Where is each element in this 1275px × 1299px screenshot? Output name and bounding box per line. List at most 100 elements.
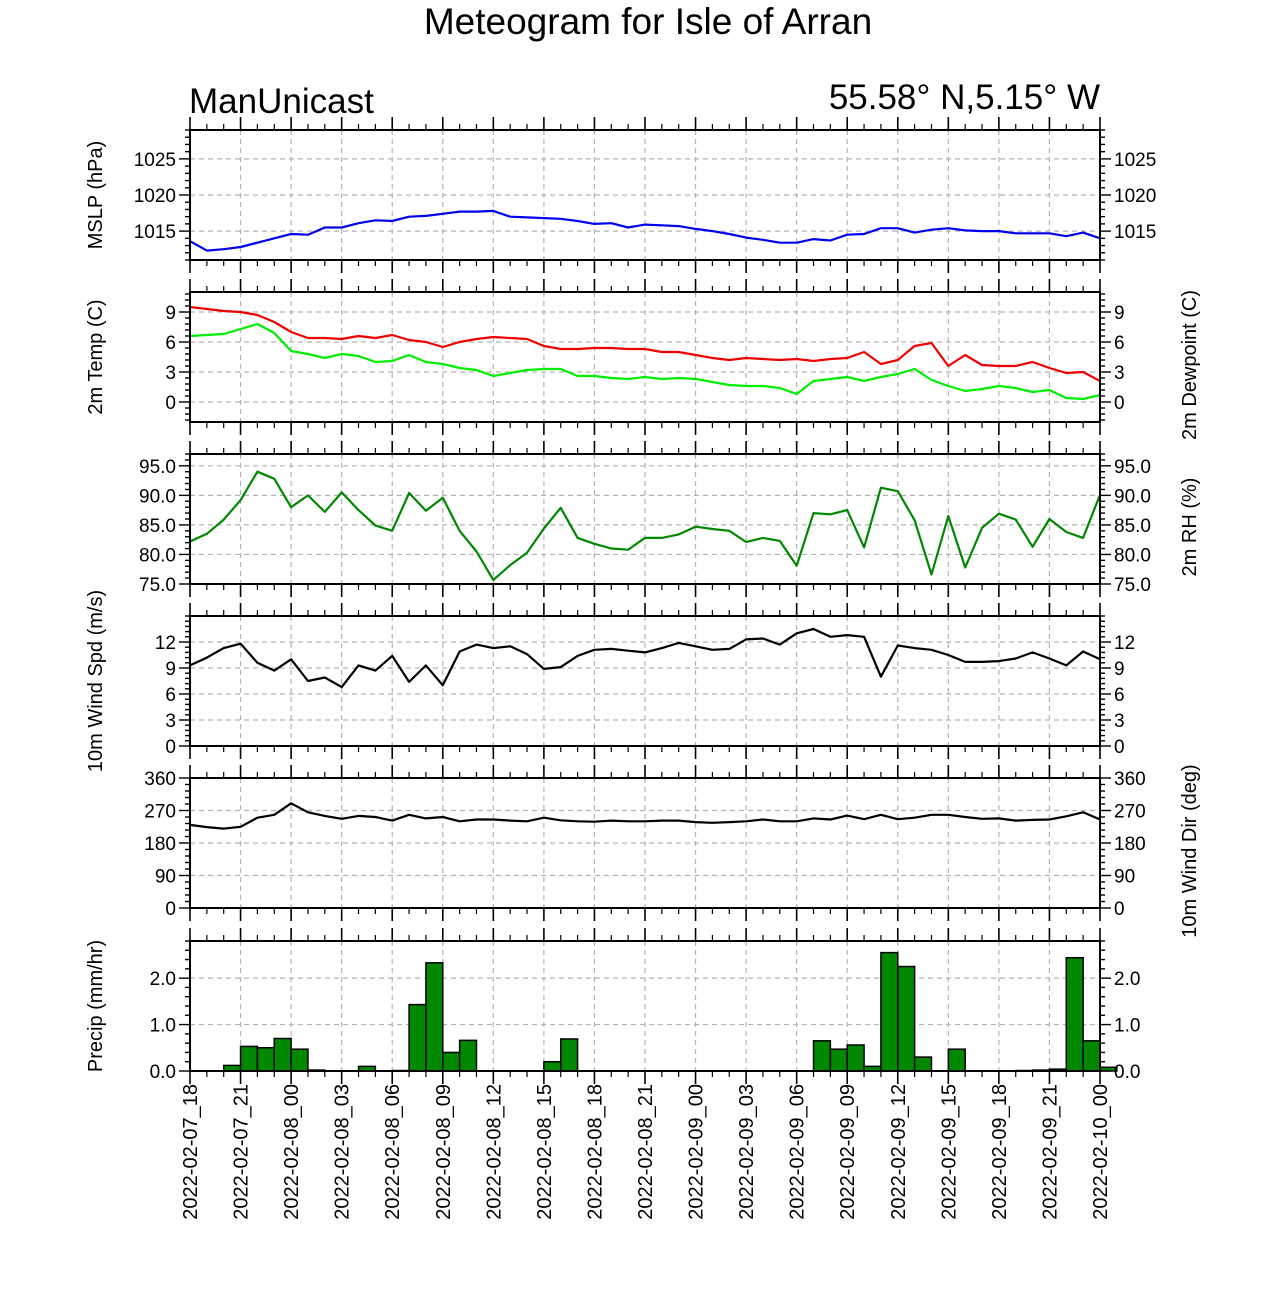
y-tick-label-right: 0 bbox=[1114, 737, 1125, 758]
y-tick-label-left: 270 bbox=[144, 802, 176, 823]
time-axis-labels: 2022-02-07_18 2022-02-07_21 2022-02-08_00 2… bbox=[180, 1084, 1112, 1220]
y-tick-label-right: 3 bbox=[1114, 711, 1125, 732]
y-tick-label-left: 3 bbox=[165, 711, 176, 732]
wind-direction-panel: 0 0 90 90 180 180 270 270 360 360 10m Wind Dir (de… bbox=[144, 764, 1201, 937]
y-axis-title-left: 10m Wind Spd (m/s) bbox=[85, 590, 107, 772]
x-tick-label: 2022-02-07_18 bbox=[180, 1084, 202, 1220]
x-tick-label: 2022-02-08_21 bbox=[635, 1084, 657, 1220]
y-axis-title-right: 2m RH (%) bbox=[1179, 478, 1201, 577]
y-tick-label-right: 12 bbox=[1114, 633, 1135, 654]
chart-title: Meteogram for Isle of Arran bbox=[424, 1, 872, 42]
rh-series bbox=[189, 470, 1102, 582]
y-tick-label-right: 90.0 bbox=[1114, 486, 1151, 507]
x-tick-label: 2022-02-09_09 bbox=[837, 1084, 859, 1220]
precip-panel: 0.0 0.0 1.0 1.0 2.0 2.0 Precip (mm/hr) bbox=[85, 928, 1140, 1084]
precip-bar bbox=[1082, 1040, 1101, 1072]
y-tick-label-left: 85.0 bbox=[139, 516, 176, 537]
y-tick-label-left: 0.0 bbox=[150, 1062, 176, 1083]
x-tick-label: 2022-02-08_06 bbox=[382, 1084, 404, 1220]
y-tick-label-right: 180 bbox=[1114, 834, 1146, 855]
precip-bar bbox=[442, 1051, 461, 1072]
y-tick-label-left: 90 bbox=[155, 867, 176, 888]
precip-bar bbox=[829, 1048, 848, 1072]
precip-bar bbox=[947, 1048, 966, 1072]
precip-bar bbox=[559, 1038, 579, 1072]
y-tick-label-right: 0 bbox=[1114, 393, 1125, 414]
y-tick-label-left: 1015 bbox=[134, 222, 176, 243]
y-axis-title-right: 2m Dewpoint (C) bbox=[1179, 290, 1201, 440]
y-tick-label-left: 95.0 bbox=[139, 457, 176, 478]
y-tick-label-right: 270 bbox=[1114, 802, 1146, 823]
y-tick-label-left: 0 bbox=[165, 737, 176, 758]
y-tick-label-left: 1.0 bbox=[150, 1016, 176, 1037]
y-tick-label-left: 80.0 bbox=[139, 545, 176, 566]
y-tick-label-left: 0 bbox=[165, 899, 176, 920]
x-tick-label: 2022-02-10_00 bbox=[1090, 1084, 1112, 1220]
x-tick-label: 2022-02-09_18 bbox=[989, 1084, 1011, 1220]
y-axis-title-right: 10m Wind Dir (deg) bbox=[1179, 764, 1201, 937]
y-tick-label-right: 75.0 bbox=[1114, 575, 1151, 596]
x-tick-label: 2022-02-07_21 bbox=[231, 1084, 253, 1220]
wind-speed-series bbox=[189, 627, 1101, 689]
y-tick-label-left: 6 bbox=[165, 685, 176, 706]
precip-bar bbox=[846, 1044, 865, 1072]
temperature-series bbox=[189, 305, 1101, 382]
dewpoint-series bbox=[189, 322, 1101, 401]
y-tick-label-right: 6 bbox=[1114, 685, 1125, 706]
y-tick-label-left: 360 bbox=[144, 769, 176, 790]
y-tick-label-left: 0 bbox=[165, 393, 176, 414]
precip-bar bbox=[880, 951, 899, 1072]
precip-bar bbox=[273, 1037, 292, 1072]
y-tick-label-left: 12 bbox=[155, 633, 176, 654]
precip-bar bbox=[812, 1040, 832, 1072]
y-tick-label-left: 3 bbox=[165, 363, 176, 384]
y-tick-label-right: 0 bbox=[1114, 899, 1125, 920]
x-tick-label: 2022-02-09_06 bbox=[787, 1084, 809, 1220]
x-tick-label: 2022-02-09_21 bbox=[1039, 1084, 1061, 1220]
y-tick-label-left: 9 bbox=[165, 659, 176, 680]
model-name-label: ManUnicast bbox=[189, 82, 374, 121]
x-tick-label: 2022-02-09_03 bbox=[736, 1084, 758, 1220]
y-axis-title-left: MSLP (hPa) bbox=[85, 141, 107, 250]
y-tick-label-right: 0.0 bbox=[1114, 1062, 1140, 1083]
x-tick-label: 2022-02-08_15 bbox=[534, 1084, 556, 1220]
precip-bar bbox=[543, 1060, 562, 1072]
y-axis-title-left: 2m Temp (C) bbox=[85, 299, 107, 414]
precip-bar bbox=[256, 1047, 276, 1072]
y-tick-label-right: 90 bbox=[1114, 867, 1135, 888]
y-tick-label-left: 75.0 bbox=[139, 575, 176, 596]
y-tick-label-right: 3 bbox=[1114, 363, 1125, 384]
temp-dewpoint-panel: 0 0 3 3 6 6 9 9 2m Temp (C) 2m Dewpoint (C) bbox=[85, 279, 1201, 440]
y-tick-label-left: 2.0 bbox=[150, 969, 176, 990]
y-tick-label-left: 9 bbox=[165, 303, 176, 324]
panels-group: 1015 1015 1020 1020 1025 1025 MSLP (hPa) 0 0 3 3 6 6… bbox=[85, 117, 1201, 1084]
precip-bar bbox=[913, 1056, 933, 1072]
x-tick-label: 2022-02-08_09 bbox=[433, 1084, 455, 1220]
mslp-series bbox=[189, 209, 1101, 252]
y-axis-title-left: Precip (mm/hr) bbox=[85, 940, 107, 1072]
y-tick-label-left: 90.0 bbox=[139, 486, 176, 507]
precip-bar bbox=[290, 1048, 309, 1072]
x-tick-label: 2022-02-08_12 bbox=[483, 1084, 505, 1220]
y-tick-label-left: 180 bbox=[144, 834, 176, 855]
y-tick-label-right: 80.0 bbox=[1114, 545, 1151, 566]
precip-bar bbox=[408, 1003, 427, 1072]
y-tick-label-left: 1020 bbox=[134, 186, 176, 207]
coordinates-label: 55.58° N,5.15° W bbox=[829, 78, 1100, 117]
y-tick-label-right: 1.0 bbox=[1114, 1016, 1140, 1037]
y-tick-label-right: 95.0 bbox=[1114, 457, 1151, 478]
precip-bar bbox=[458, 1039, 478, 1072]
y-tick-label-right: 1015 bbox=[1114, 222, 1156, 243]
x-tick-label: 2022-02-09_15 bbox=[938, 1084, 960, 1220]
precip-bar bbox=[1065, 956, 1084, 1072]
precip-bar bbox=[239, 1045, 259, 1072]
x-tick-label: 2022-02-09_12 bbox=[888, 1084, 910, 1220]
x-tick-label: 2022-02-08_03 bbox=[332, 1084, 354, 1220]
y-tick-label-right: 6 bbox=[1114, 333, 1125, 354]
y-tick-label-right: 9 bbox=[1114, 303, 1125, 324]
y-tick-label-right: 9 bbox=[1114, 659, 1125, 680]
y-tick-label-right: 1025 bbox=[1114, 150, 1156, 171]
y-tick-label-right: 85.0 bbox=[1114, 516, 1151, 537]
rh-panel: 75.0 75.0 80.0 80.0 85.0 85.0 90.0 90.0 95.0 95.0… bbox=[139, 441, 1201, 597]
